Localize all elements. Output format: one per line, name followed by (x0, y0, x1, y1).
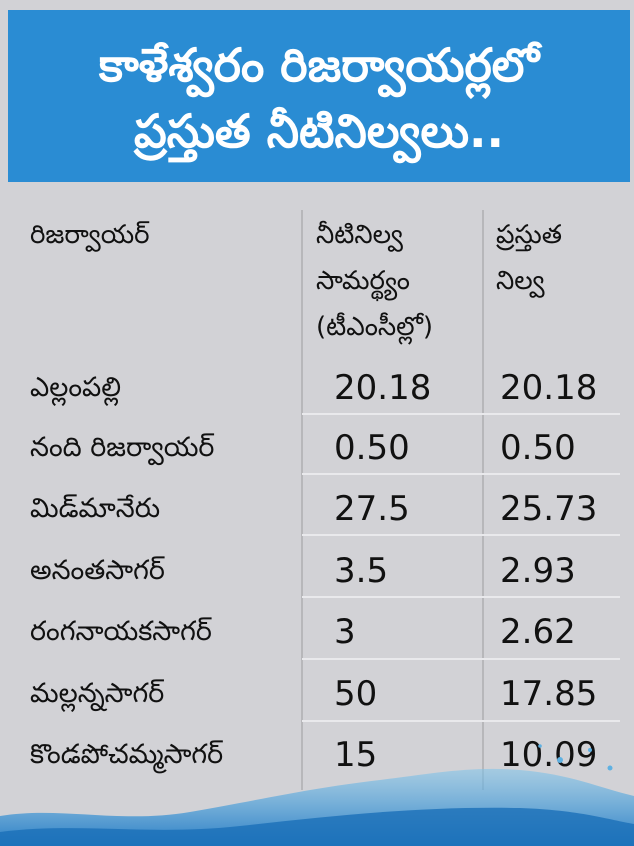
row-2-capacity: 0.50 (334, 428, 410, 468)
row-2-name: నంది రిజర్వాయర్ (30, 432, 215, 463)
header-capacity-line-2: సామర్థ్యం (316, 266, 410, 296)
column-divider-1 (301, 210, 303, 790)
row-2-current: 0.50 (500, 428, 576, 468)
header-current-line-1: ప్రస్తుత (496, 220, 562, 250)
title-line-1: కాళేశ్వరం రిజర్వాయర్లలో (98, 38, 540, 92)
row-6-capacity: 50 (334, 674, 378, 714)
row-5-capacity: 3 (334, 612, 356, 652)
row-6-name: మల్లన్నసాగర్ (30, 678, 165, 709)
header-capacity-line-1: నీటినిల్వ (316, 220, 403, 250)
row-3-name: మిడ్‌మానేరు (30, 493, 161, 524)
row-1-current: 20.18 (500, 368, 598, 408)
row-divider-3 (302, 534, 620, 536)
row-7-name: కొండపోచమ్మసాగర్ (30, 739, 224, 770)
header-reservoir: రిజర్వాయర్ (30, 220, 150, 250)
row-3-current: 25.73 (500, 489, 598, 529)
row-3-capacity: 27.5 (334, 489, 410, 529)
column-divider-2 (482, 210, 484, 790)
header-capacity-line-3: (టీఎంసీల్లో) (316, 312, 434, 342)
row-5-name: రంగనాయకసాగర్ (30, 616, 212, 647)
row-4-current: 2.93 (500, 551, 576, 591)
row-divider-6 (302, 720, 620, 722)
row-divider-1 (302, 413, 620, 415)
title-banner: కాళేశ్వరం రిజర్వాయర్లలో ప్రస్తుత నీటినిల… (8, 10, 630, 182)
row-5-current: 2.62 (500, 612, 576, 652)
row-1-capacity: 20.18 (334, 368, 432, 408)
row-7-current: 10.09 (500, 735, 598, 775)
row-divider-5 (302, 658, 620, 660)
row-divider-4 (302, 596, 620, 598)
water-splash-decoration (0, 744, 634, 846)
row-7-capacity: 15 (334, 735, 378, 775)
title-line-2: ప్రస్తుత నీటినిల్వలు.. (134, 104, 504, 158)
header-current-line-2: నిల్వ (496, 266, 545, 296)
row-divider-2 (302, 473, 620, 475)
row-4-name: అనంతసాగర్ (30, 555, 165, 586)
row-4-capacity: 3.5 (334, 551, 389, 591)
row-1-name: ఎల్లంపల్లి (30, 372, 122, 403)
row-6-current: 17.85 (500, 674, 598, 714)
